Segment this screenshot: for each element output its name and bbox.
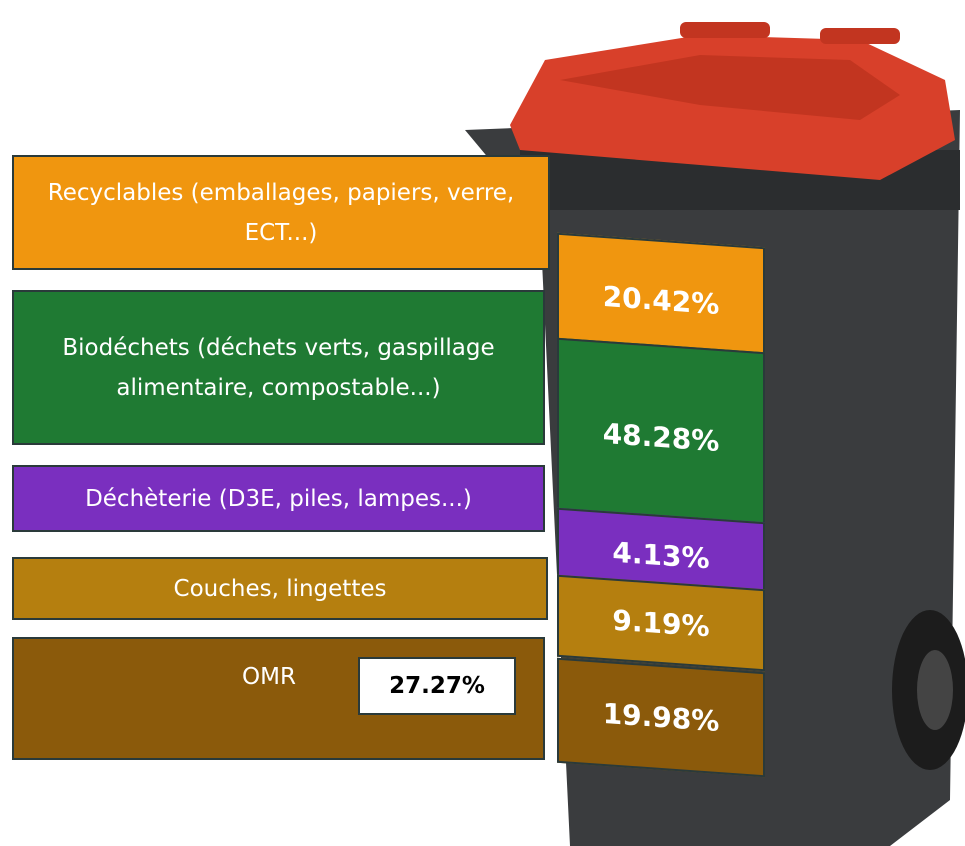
share-segment: 9.19% — [557, 575, 765, 672]
omr-total: 27.27% — [358, 657, 516, 715]
share-segment: 19.98% — [557, 658, 765, 778]
category-label: Déchèterie (D3E, piles, lampes...) — [12, 465, 545, 532]
lid-handle — [820, 28, 900, 44]
share-label: 4.13% — [612, 535, 709, 575]
share-label: 9.19% — [612, 603, 709, 643]
infographic: Recyclables (emballages, papiers, verre,… — [0, 0, 965, 846]
category-label: Recyclables (emballages, papiers, verre,… — [12, 155, 550, 270]
category-label: Biodéchets (déchets verts, gaspillage al… — [12, 290, 545, 445]
share-label: 48.28% — [603, 417, 720, 458]
share-label: 19.98% — [603, 697, 720, 738]
lid-handle — [680, 22, 770, 38]
wheel-hub — [917, 650, 953, 730]
category-label: Couches, lingettes — [12, 557, 548, 620]
share-label: 20.42% — [603, 279, 720, 320]
share-segment: 48.28% — [557, 338, 765, 538]
